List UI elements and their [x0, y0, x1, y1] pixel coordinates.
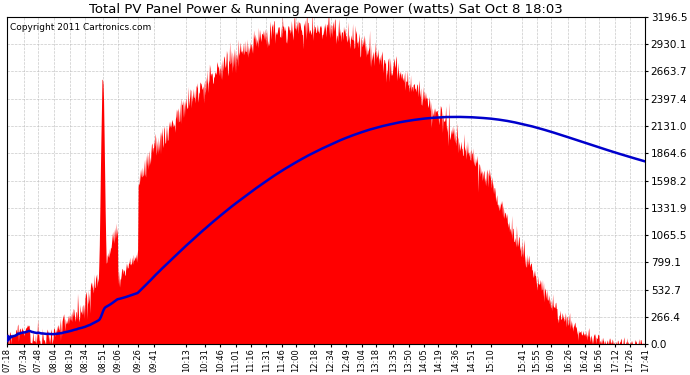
Text: Copyright 2011 Cartronics.com: Copyright 2011 Cartronics.com — [10, 24, 152, 33]
Title: Total PV Panel Power & Running Average Power (watts) Sat Oct 8 18:03: Total PV Panel Power & Running Average P… — [89, 3, 563, 16]
